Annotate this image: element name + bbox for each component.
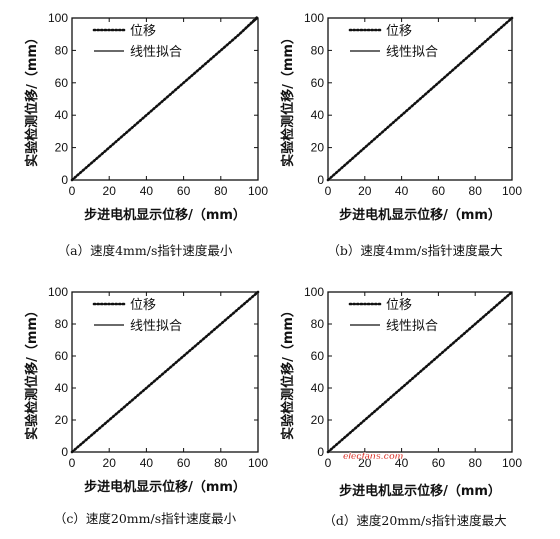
x-tick-label: 20 — [103, 184, 117, 198]
x-tick-label: 60 — [177, 184, 191, 198]
series-linear-fit-line — [327, 291, 513, 453]
y-tick-label: 100 — [48, 285, 68, 299]
legend-label-displacement: 位移 — [386, 24, 412, 39]
y-tick-label: 100 — [48, 11, 68, 25]
legend-label-linear-fit: 线性拟合 — [386, 45, 438, 60]
y-tick-label: 80 — [311, 43, 325, 57]
caption-c: （c）速度20mm/s指针速度最小 — [54, 511, 237, 526]
x-tick-label: 0 — [325, 184, 332, 198]
series-linear-fit-line — [71, 291, 259, 453]
y-tick-label: 0 — [317, 445, 324, 459]
x-tick-label: 20 — [358, 456, 372, 470]
x-tick-label: 20 — [103, 456, 117, 470]
y-tick-label: 100 — [304, 285, 324, 299]
y-tick-label: 20 — [55, 413, 69, 427]
caption-b: （b）速度4mm/s指针速度最大 — [327, 243, 502, 258]
x-axis-label-b: 步进电机显示位移/（mm） — [339, 207, 501, 223]
y-axis-label-b: 实验检测位移/（mm） — [280, 31, 296, 167]
x-tick-label: 20 — [358, 184, 372, 198]
x-tick-label: 0 — [69, 184, 76, 198]
x-tick-label: 100 — [248, 184, 268, 198]
x-axis-label-c: 步进电机显示位移/（mm） — [84, 479, 246, 495]
x-axis-label-a: 步进电机显示位移/（mm） — [84, 207, 246, 223]
y-tick-label: 100 — [304, 11, 324, 25]
x-tick-label: 100 — [502, 456, 522, 470]
plot-frame — [327, 291, 513, 453]
plot-frame — [71, 17, 259, 181]
x-tick-label: 60 — [432, 456, 446, 470]
y-tick-label: 20 — [311, 413, 325, 427]
y-tick-label: 0 — [61, 173, 68, 187]
y-tick-label: 40 — [311, 108, 325, 122]
y-axis-label-d: 实验检测位移/（mm） — [280, 304, 296, 440]
y-tick-label: 80 — [55, 43, 69, 57]
legend-label-displacement: 位移 — [130, 298, 156, 313]
series-linear-fit-line — [327, 17, 513, 181]
x-tick-label: 80 — [214, 456, 228, 470]
y-tick-label: 20 — [311, 141, 325, 155]
plot-frame — [327, 17, 513, 181]
legend-label-linear-fit: 线性拟合 — [130, 45, 182, 60]
y-tick-label: 40 — [311, 381, 325, 395]
watermark-logo: elecfans.com — [343, 451, 404, 462]
y-tick-label: 80 — [55, 317, 69, 331]
series-linear-fit-line — [71, 17, 259, 181]
x-tick-label: 40 — [140, 456, 154, 470]
x-tick-label: 40 — [395, 184, 409, 198]
y-tick-label: 60 — [55, 349, 69, 363]
x-tick-label: 60 — [432, 184, 446, 198]
y-tick-label: 60 — [55, 76, 69, 90]
plot-frame — [71, 291, 259, 453]
x-tick-label: 40 — [395, 456, 409, 470]
y-tick-label: 0 — [317, 173, 324, 187]
x-tick-label: 0 — [69, 456, 76, 470]
y-tick-label: 40 — [55, 381, 69, 395]
x-tick-label: 80 — [214, 184, 228, 198]
x-tick-label: 80 — [469, 456, 483, 470]
x-tick-label: 40 — [140, 184, 154, 198]
y-tick-label: 20 — [55, 141, 69, 155]
y-tick-label: 60 — [311, 349, 325, 363]
x-tick-label: 100 — [248, 456, 268, 470]
x-axis-label-d: 步进电机显示位移/（mm） — [339, 483, 501, 499]
legend-label-displacement: 位移 — [386, 298, 412, 313]
y-axis-label-a: 实验检测位移/（mm） — [24, 31, 40, 167]
y-tick-label: 60 — [311, 76, 325, 90]
x-tick-label: 60 — [177, 456, 191, 470]
y-tick-label: 0 — [61, 445, 68, 459]
x-tick-label: 0 — [325, 456, 332, 470]
caption-a: （a）速度4mm/s指针速度最小 — [58, 243, 233, 258]
x-tick-label: 80 — [469, 184, 483, 198]
y-tick-label: 40 — [55, 108, 69, 122]
caption-d: （d）速度20mm/s指针速度最大 — [323, 513, 506, 528]
legend-label-linear-fit: 线性拟合 — [386, 319, 438, 334]
y-tick-label: 80 — [311, 317, 325, 331]
x-tick-label: 100 — [502, 184, 522, 198]
legend-label-displacement: 位移 — [130, 24, 156, 39]
y-axis-label-c: 实验检测位移/（mm） — [24, 304, 40, 440]
legend-label-linear-fit: 线性拟合 — [130, 319, 182, 334]
